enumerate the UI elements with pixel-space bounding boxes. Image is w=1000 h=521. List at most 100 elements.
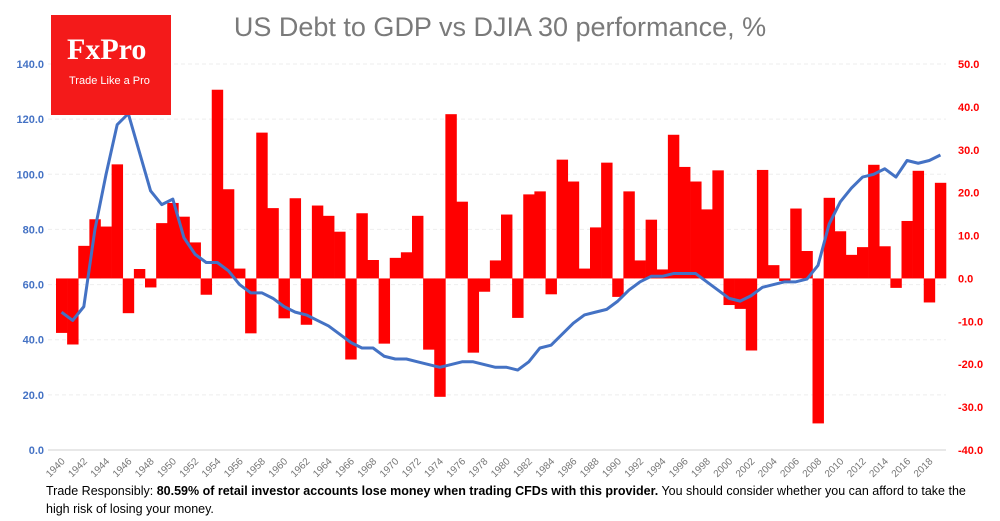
x-axis-tick: 1944 bbox=[89, 456, 113, 480]
x-axis-tick: 1972 bbox=[400, 456, 424, 480]
bar-1994 bbox=[656, 269, 669, 279]
bar-1988 bbox=[590, 227, 602, 279]
x-axis-tick: 1942 bbox=[66, 456, 90, 480]
bar-1970 bbox=[389, 257, 402, 279]
x-axis-tick: 1978 bbox=[467, 456, 491, 480]
bar-1990 bbox=[612, 278, 624, 297]
bar-1951 bbox=[178, 216, 190, 279]
bar-1980 bbox=[501, 214, 513, 279]
bar-1948 bbox=[145, 278, 157, 288]
bar-1997 bbox=[690, 181, 702, 279]
bar-1987 bbox=[578, 268, 591, 279]
left-axis-tick: 0.0 bbox=[29, 445, 44, 457]
bar-2006 bbox=[790, 208, 802, 279]
bar-1975 bbox=[445, 114, 457, 279]
x-axis-tick: 1990 bbox=[600, 456, 624, 480]
x-axis-tick: 1980 bbox=[489, 456, 513, 480]
bar-1956 bbox=[234, 268, 246, 279]
bar-2002 bbox=[745, 278, 758, 351]
x-axis-tick: 1988 bbox=[578, 456, 602, 480]
right-axis-tick: 10.0 bbox=[958, 231, 979, 243]
chart-title: US Debt to GDP vs DJIA 30 performance, % bbox=[233, 12, 767, 42]
bar-1964 bbox=[323, 215, 335, 279]
bar-1985 bbox=[556, 159, 569, 279]
bar-1981 bbox=[512, 278, 524, 318]
bar-2016 bbox=[901, 220, 913, 279]
bar-1983 bbox=[534, 191, 546, 279]
bar-1979 bbox=[489, 260, 502, 279]
bar-1960 bbox=[278, 278, 290, 319]
x-axis-tick: 1984 bbox=[534, 456, 558, 480]
x-axis-tick: 2004 bbox=[756, 456, 780, 480]
fxpro-logo: FxPro Trade Like a Pro bbox=[51, 15, 171, 115]
x-axis-tick: 1998 bbox=[689, 456, 713, 480]
x-axis-tick: 1950 bbox=[155, 456, 179, 480]
x-axis-tick: 1986 bbox=[556, 456, 580, 480]
bar-1968 bbox=[367, 260, 379, 279]
x-axis-tick: 1946 bbox=[111, 456, 135, 480]
bar-1962 bbox=[300, 278, 313, 325]
bar-1991 bbox=[623, 191, 635, 279]
bar-2011 bbox=[845, 254, 858, 279]
x-axis-tick: 2016 bbox=[890, 456, 914, 480]
bar-2017 bbox=[912, 170, 925, 279]
bar-1998 bbox=[701, 209, 713, 279]
x-axis-tick: 1962 bbox=[289, 456, 313, 480]
bar-2018 bbox=[923, 278, 936, 303]
x-axis-tick: 1958 bbox=[244, 456, 268, 480]
bar-1941 bbox=[67, 278, 79, 345]
bar-1982 bbox=[523, 194, 535, 279]
bar-2012 bbox=[857, 247, 869, 279]
bar-1957 bbox=[245, 278, 257, 334]
logo-tagline: Trade Like a Pro bbox=[69, 75, 150, 87]
right-axis-tick: 50.0 bbox=[958, 59, 979, 71]
x-axis-tick: 1960 bbox=[267, 456, 291, 480]
left-axis-tick: 120.0 bbox=[16, 114, 44, 126]
bar-1976 bbox=[456, 201, 468, 279]
bar-1993 bbox=[645, 219, 658, 279]
bar-1945 bbox=[111, 164, 124, 279]
bar-1961 bbox=[289, 198, 302, 279]
bar-1955 bbox=[222, 189, 235, 279]
bar-1965 bbox=[334, 231, 346, 279]
bar-2001 bbox=[734, 278, 747, 309]
bar-1967 bbox=[356, 213, 368, 279]
right-axis-tick: -40.0 bbox=[958, 445, 983, 457]
x-axis-tick: 1952 bbox=[178, 456, 202, 480]
x-axis-tick: 1964 bbox=[311, 456, 335, 480]
bar-1947 bbox=[133, 269, 146, 279]
x-axis-tick: 1992 bbox=[623, 456, 647, 480]
bar-1952 bbox=[189, 242, 201, 279]
bar-1963 bbox=[311, 205, 324, 279]
right-axis-tick: 0.0 bbox=[958, 273, 973, 285]
x-axis-tick: 2008 bbox=[801, 456, 825, 480]
disclaimer-suffix: You should consider whether you can affo… bbox=[46, 484, 966, 516]
x-axis-tick: 1994 bbox=[645, 456, 669, 480]
bar-1966 bbox=[345, 278, 357, 360]
x-axis-tick: 1974 bbox=[422, 456, 446, 480]
bar-1978 bbox=[478, 278, 491, 292]
right-axis-tick: -30.0 bbox=[958, 402, 983, 414]
bar-2013 bbox=[868, 164, 880, 279]
bar-1995 bbox=[667, 134, 680, 279]
disclaimer-prefix: Trade Responsibly: bbox=[46, 484, 157, 498]
bar-1973 bbox=[423, 278, 435, 350]
bar-1949 bbox=[156, 223, 168, 279]
x-axis-tick: 1940 bbox=[44, 456, 68, 480]
x-axis-tick: 1966 bbox=[333, 456, 357, 480]
bar-1974 bbox=[434, 278, 446, 397]
x-axis-tick: 1982 bbox=[511, 456, 535, 480]
x-axis-tick: 2006 bbox=[778, 456, 802, 480]
right-axis-tick: 20.0 bbox=[958, 188, 979, 200]
bar-2014 bbox=[879, 246, 891, 279]
left-axis-tick: 20.0 bbox=[23, 390, 44, 402]
left-axis-tick: 60.0 bbox=[23, 280, 44, 292]
left-axis-tick: 80.0 bbox=[23, 224, 44, 236]
bar-1940 bbox=[56, 278, 68, 333]
bar-1958 bbox=[256, 132, 268, 279]
x-axis-tick: 2002 bbox=[734, 456, 758, 480]
bar-2019 bbox=[934, 182, 947, 279]
x-axis-tick: 2012 bbox=[845, 456, 869, 480]
x-axis-tick: 1968 bbox=[356, 456, 380, 480]
x-axis-tick: 2010 bbox=[823, 456, 847, 480]
